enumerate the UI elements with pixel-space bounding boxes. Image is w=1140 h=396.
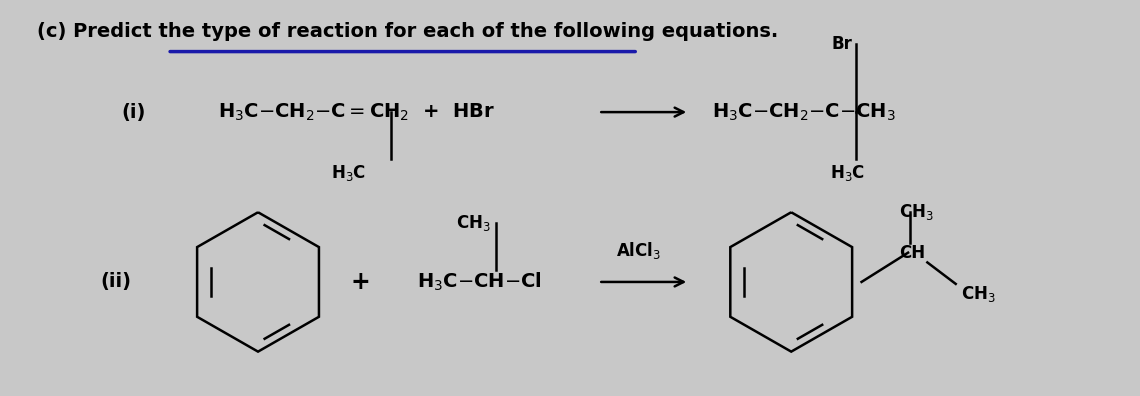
Text: +: + — [350, 270, 371, 294]
Text: (c) Predict the type of reaction for each of the following equations.: (c) Predict the type of reaction for eac… — [36, 22, 779, 41]
Text: CH$_3$: CH$_3$ — [456, 213, 491, 233]
Text: (ii): (ii) — [100, 272, 132, 291]
Text: H$_3$C: H$_3$C — [830, 163, 865, 183]
Text: CH$_3$: CH$_3$ — [899, 202, 934, 222]
Text: AlCl$_3$: AlCl$_3$ — [616, 240, 660, 261]
Text: CH: CH — [899, 244, 926, 262]
Text: Br: Br — [832, 35, 853, 53]
Text: CH$_3$: CH$_3$ — [961, 284, 996, 304]
Text: H$_3$C$-$CH$_2$$-$C$=$CH$_2$  +  HBr: H$_3$C$-$CH$_2$$-$C$=$CH$_2$ + HBr — [219, 101, 496, 123]
Text: H$_3$C: H$_3$C — [332, 163, 366, 183]
Text: (i): (i) — [121, 103, 146, 122]
Text: H$_3$C$-$CH$_2$$-$C$-$CH$_3$: H$_3$C$-$CH$_2$$-$C$-$CH$_3$ — [711, 101, 896, 123]
Text: H$_3$C$-$CH$-$Cl: H$_3$C$-$CH$-$Cl — [417, 271, 542, 293]
